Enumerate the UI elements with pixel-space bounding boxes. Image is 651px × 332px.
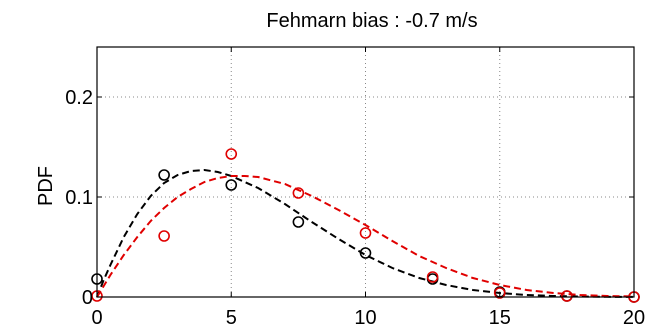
series-2-point [225,148,238,160]
x-tick-label: 10 [354,307,376,329]
series-1-point [359,247,372,259]
series-2-point [359,227,372,239]
series-1-point [225,179,238,191]
axis-ticks: 0 5 10 15 20 0 0.1 0.2 [65,47,645,329]
x-tick-label: 20 [623,307,645,329]
series-2-point [292,187,305,199]
series-2-point [426,271,439,283]
y-tick-label: 0.2 [65,87,93,109]
series-2-point [158,230,170,242]
x-tick-label: 15 [489,307,511,329]
y-tick-label: 0 [82,287,93,309]
x-tick-label: 5 [226,307,237,329]
series-2-point [561,290,573,302]
chart-title: Fehmarn bias : -0.7 m/s [266,10,477,32]
series-1-point [292,216,305,228]
x-tick-label: 0 [91,307,102,329]
grid-lines [97,47,634,297]
series-1-point [158,169,170,181]
y-axis-label: PDF [35,166,57,206]
series-2-fit-curve [96,175,635,298]
series-1-fit-curve [96,168,635,298]
series-2-point [493,287,506,299]
y-tick-label: 0.1 [65,187,93,209]
fitted-curves [96,168,635,298]
